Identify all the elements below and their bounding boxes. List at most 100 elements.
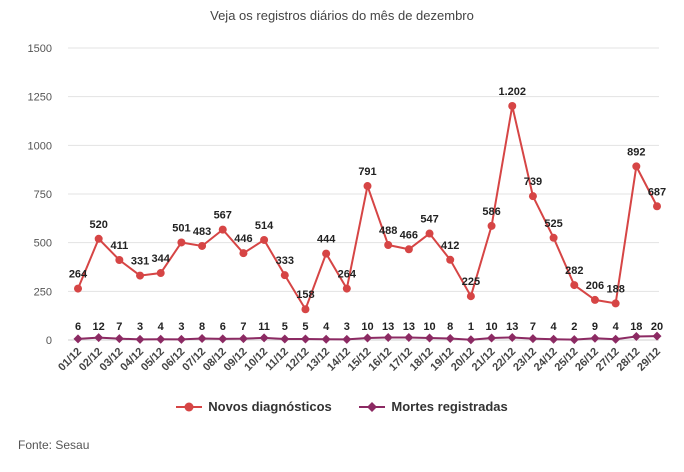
data-label-mortes: 20 <box>651 321 663 333</box>
data-point-mortes <box>466 335 476 345</box>
data-label-mortes: 10 <box>361 321 373 333</box>
data-point-novos <box>570 281 579 290</box>
y-tick-label: 1000 <box>28 140 52 152</box>
data-label-mortes: 10 <box>423 321 435 333</box>
data-label-mortes: 3 <box>137 321 143 333</box>
data-point-mortes <box>404 332 414 342</box>
legend-label-novos: Novos diagnósticos <box>208 399 332 414</box>
data-point-novos <box>115 255 124 264</box>
data-label-mortes: 13 <box>403 321 415 333</box>
data-point-novos <box>136 271 145 280</box>
data-point-novos <box>74 284 82 293</box>
data-label-novos: 739 <box>524 176 542 188</box>
data-label-novos: 412 <box>441 240 459 252</box>
data-point-novos <box>653 202 661 211</box>
data-label-novos: 791 <box>358 166 376 178</box>
legend-item-novos[interactable]: Novos diagnósticos <box>176 399 332 414</box>
data-point-novos <box>322 249 331 258</box>
data-label-mortes: 4 <box>551 321 558 333</box>
data-label-novos: 188 <box>606 283 624 295</box>
data-point-novos <box>280 271 289 280</box>
diamond-marker-icon <box>367 401 378 412</box>
y-tick-label: 1250 <box>28 92 52 104</box>
data-label-novos: 344 <box>152 253 171 265</box>
y-axis-ticks: 0 250 500 750 1000 1250 1500 <box>28 43 52 347</box>
data-label-novos: 411 <box>110 240 128 252</box>
data-point-mortes <box>652 331 662 341</box>
data-point-novos <box>156 269 165 278</box>
legend-item-mortes[interactable]: Mortes registradas <box>359 399 508 414</box>
x-tick-label: 29/12 <box>635 346 663 374</box>
data-point-novos <box>342 284 351 293</box>
data-label-mortes: 13 <box>506 321 518 333</box>
data-label-novos: 264 <box>338 269 357 281</box>
data-point-mortes <box>590 333 600 343</box>
data-point-mortes <box>218 334 228 344</box>
data-label-mortes: 9 <box>592 321 598 333</box>
y-tick-label: 250 <box>34 286 52 298</box>
y-tick-label: 500 <box>34 238 52 250</box>
data-point-novos <box>528 192 537 201</box>
data-label-novos: 444 <box>317 234 336 246</box>
data-point-mortes <box>176 334 186 344</box>
data-point-mortes <box>487 333 497 343</box>
data-label-mortes: 6 <box>220 321 226 333</box>
data-point-novos <box>363 182 372 191</box>
y-tick-label: 1500 <box>28 43 52 55</box>
data-label-novos: 446 <box>234 233 252 245</box>
data-label-novos: 483 <box>193 226 211 238</box>
data-point-mortes <box>259 333 269 343</box>
data-point-mortes <box>383 332 393 342</box>
data-label-mortes: 1 <box>468 321 474 333</box>
data-point-novos <box>611 299 620 308</box>
legend: Novos diagnósticos Mortes registradas <box>0 399 684 416</box>
legend-swatch-novos <box>176 401 203 413</box>
data-label-novos: 331 <box>131 256 149 268</box>
x-tick-label: 10/12 <box>242 346 270 374</box>
data-point-mortes <box>528 334 538 344</box>
data-point-mortes <box>425 333 435 343</box>
data-label-mortes: 3 <box>178 321 184 333</box>
data-label-mortes: 11 <box>258 321 270 333</box>
data-label-mortes: 4 <box>158 321 165 333</box>
data-label-mortes: 8 <box>199 321 205 333</box>
data-point-novos <box>384 241 393 250</box>
x-axis-ticks: 01/1202/1203/1204/1205/1206/1207/1208/12… <box>56 346 663 374</box>
data-label-novos: 466 <box>400 229 418 241</box>
data-point-novos <box>218 225 227 234</box>
data-label-novos: 1.202 <box>498 86 526 98</box>
data-label-mortes: 7 <box>240 321 246 333</box>
data-point-mortes <box>114 334 124 344</box>
data-label-novos: 547 <box>420 214 438 226</box>
data-point-mortes <box>445 333 455 343</box>
data-point-mortes <box>631 331 641 341</box>
data-point-novos <box>446 255 455 264</box>
data-point-mortes <box>156 334 166 344</box>
data-label-novos: 525 <box>544 218 562 230</box>
data-label-novos: 501 <box>172 222 190 234</box>
data-point-mortes <box>238 334 248 344</box>
data-point-novos <box>487 221 496 230</box>
series-line-novos <box>77 105 658 312</box>
data-point-mortes <box>507 332 517 342</box>
data-point-mortes <box>611 334 621 344</box>
data-point-mortes <box>197 333 207 343</box>
source-note: Fonte: Sesau <box>18 438 90 452</box>
data-label-mortes: 5 <box>282 321 288 333</box>
data-point-mortes <box>321 334 331 344</box>
data-point-mortes <box>549 334 559 344</box>
data-point-novos <box>301 305 310 314</box>
data-point-mortes <box>300 334 310 344</box>
data-point-mortes <box>342 334 352 344</box>
data-point-mortes <box>73 334 83 344</box>
data-label-mortes: 3 <box>344 321 350 333</box>
data-label-mortes: 7 <box>530 321 536 333</box>
data-point-novos <box>177 238 186 247</box>
data-point-mortes <box>94 333 104 343</box>
y-tick-label: 750 <box>34 189 52 201</box>
data-point-novos <box>239 249 248 258</box>
data-point-novos <box>590 295 599 304</box>
data-label-mortes: 4 <box>613 321 620 333</box>
circle-marker-icon <box>184 402 194 411</box>
